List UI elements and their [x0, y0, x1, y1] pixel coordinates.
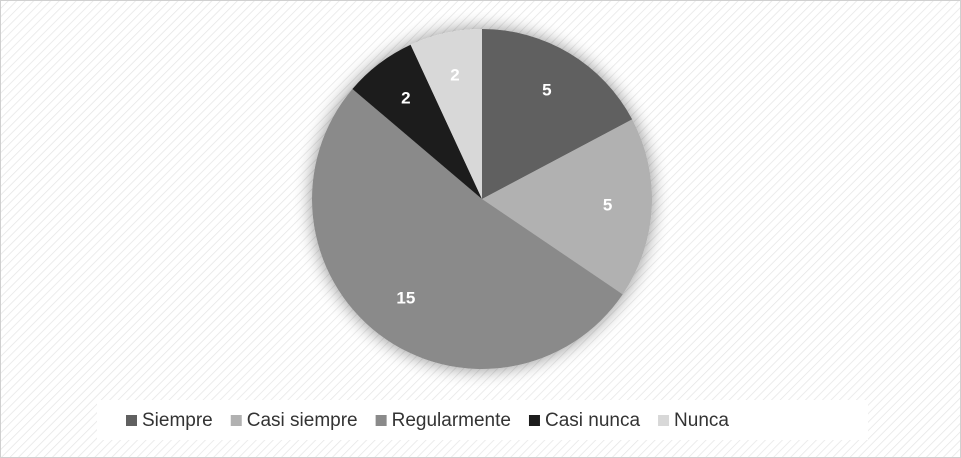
data-label: 2 [450, 66, 459, 85]
legend-marker [126, 415, 137, 426]
legend-label: Siempre [142, 410, 213, 431]
data-label: 5 [603, 195, 612, 214]
pie-slice [352, 44, 482, 200]
legend-label: Casi siempre [247, 410, 358, 431]
legend-marker [528, 415, 540, 426]
pie-slice [410, 29, 482, 199]
legend-label: Regularmente [392, 410, 511, 431]
legend-label: Casi nunca [545, 410, 640, 431]
legend-label: Nunca [674, 410, 729, 431]
legend-marker [375, 415, 387, 426]
data-label: 15 [396, 289, 415, 308]
data-label: 5 [542, 81, 551, 100]
legend-marker [230, 415, 242, 426]
pie [312, 29, 652, 369]
legend-marker [658, 415, 670, 426]
pie-slice [312, 88, 623, 369]
pie-slice [482, 119, 652, 295]
pie-slice [482, 29, 633, 199]
legend-box [97, 400, 868, 440]
data-label: 2 [401, 88, 410, 107]
